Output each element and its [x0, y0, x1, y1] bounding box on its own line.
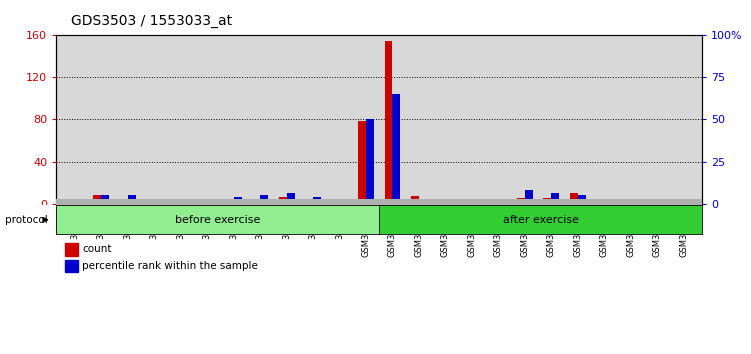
Bar: [683, 199, 692, 204]
Bar: [358, 120, 366, 204]
Text: GDS3503 / 1553033_at: GDS3503 / 1553033_at: [71, 14, 233, 28]
Bar: [181, 199, 189, 204]
Bar: [419, 199, 427, 204]
Bar: [173, 201, 181, 204]
Bar: [657, 199, 665, 204]
Bar: [366, 120, 374, 204]
Bar: [199, 201, 207, 204]
Text: before exercise: before exercise: [175, 215, 261, 225]
Bar: [445, 199, 454, 204]
Bar: [234, 197, 242, 204]
Bar: [65, 243, 78, 256]
Bar: [226, 201, 234, 204]
Bar: [120, 200, 128, 204]
Bar: [525, 190, 532, 204]
Bar: [101, 195, 109, 204]
Bar: [393, 94, 400, 204]
Text: count: count: [83, 244, 112, 254]
Bar: [438, 201, 445, 204]
Bar: [252, 199, 260, 204]
Bar: [631, 200, 638, 204]
Bar: [517, 198, 525, 204]
Bar: [287, 193, 294, 204]
Bar: [570, 193, 578, 204]
Bar: [305, 201, 313, 204]
Bar: [75, 199, 83, 204]
Bar: [279, 197, 287, 204]
Bar: [544, 198, 551, 204]
Bar: [146, 200, 154, 204]
Bar: [93, 195, 101, 204]
Bar: [623, 201, 631, 204]
Bar: [411, 196, 419, 204]
Bar: [67, 201, 75, 204]
Bar: [578, 195, 586, 204]
Bar: [676, 201, 683, 204]
Bar: [605, 199, 612, 204]
Bar: [128, 195, 136, 204]
Bar: [499, 199, 506, 204]
Bar: [207, 199, 215, 204]
Bar: [332, 201, 339, 204]
Bar: [596, 201, 605, 204]
Bar: [551, 193, 559, 204]
Bar: [490, 201, 499, 204]
Bar: [472, 199, 480, 204]
Bar: [260, 195, 268, 204]
Bar: [313, 197, 321, 204]
Bar: [385, 41, 393, 204]
Text: percentile rank within the sample: percentile rank within the sample: [83, 261, 258, 271]
Text: protocol: protocol: [5, 215, 47, 225]
Bar: [339, 199, 348, 204]
Text: after exercise: after exercise: [502, 215, 579, 225]
Bar: [154, 199, 162, 204]
Bar: [65, 260, 78, 272]
Bar: [650, 201, 657, 204]
Bar: [464, 199, 472, 204]
